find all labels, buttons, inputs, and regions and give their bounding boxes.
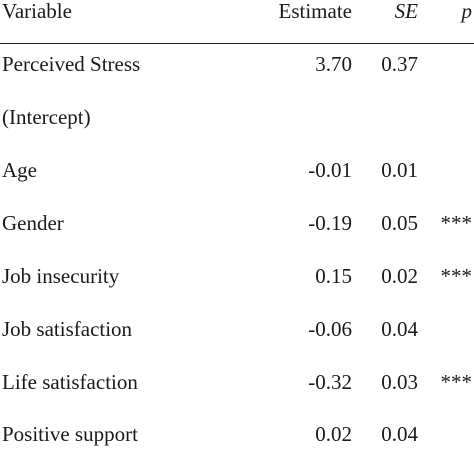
- row-estimate: -0.06: [308, 317, 352, 341]
- row-variable: Job insecurity: [2, 264, 120, 288]
- row-variable: (Intercept): [2, 105, 91, 129]
- table-row: Job satisfaction -0.06 0.04: [0, 316, 474, 346]
- table-row: (Intercept): [0, 104, 474, 134]
- row-estimate: 0.15: [315, 264, 352, 288]
- row-p: ***: [440, 264, 473, 288]
- table-header-row: Variable Estimate SE p: [0, 0, 474, 28]
- header-estimate: Estimate: [278, 0, 352, 23]
- header-variable: Variable: [2, 0, 72, 23]
- header-p: p: [461, 0, 473, 23]
- row-se: 0.04: [381, 422, 418, 446]
- row-variable: Age: [2, 158, 37, 182]
- row-variable: Perceived Stress: [2, 52, 141, 76]
- row-se: 0.03: [381, 370, 418, 394]
- table-row: Age -0.01 0.01: [0, 157, 474, 187]
- row-se: 0.04: [381, 317, 418, 341]
- header-rule: [0, 43, 474, 44]
- row-se: 0.02: [381, 264, 418, 288]
- header-se: SE: [394, 0, 418, 23]
- row-se: 0.01: [381, 158, 418, 182]
- row-estimate: -0.19: [308, 211, 352, 235]
- table-row: Life satisfaction -0.32 0.03 ***: [0, 369, 474, 399]
- row-variable: Positive support: [2, 422, 138, 446]
- table-row: Perceived Stress 3.70 0.37: [0, 51, 474, 81]
- row-variable: Life satisfaction: [2, 370, 138, 394]
- row-p: ***: [440, 211, 473, 235]
- row-estimate: 0.02: [315, 422, 352, 446]
- row-estimate: -0.01: [308, 158, 352, 182]
- table-row: Job insecurity 0.15 0.02 ***: [0, 263, 474, 293]
- table-row: Positive support 0.02 0.04: [0, 421, 474, 451]
- row-variable: Gender: [2, 211, 64, 235]
- row-variable: Job satisfaction: [2, 317, 133, 341]
- row-se: 0.05: [381, 211, 418, 235]
- row-estimate: -0.32: [308, 370, 352, 394]
- row-se: 0.37: [381, 52, 418, 76]
- table-row: Gender -0.19 0.05 ***: [0, 210, 474, 240]
- row-estimate: 3.70: [315, 52, 352, 76]
- row-p: ***: [440, 370, 473, 394]
